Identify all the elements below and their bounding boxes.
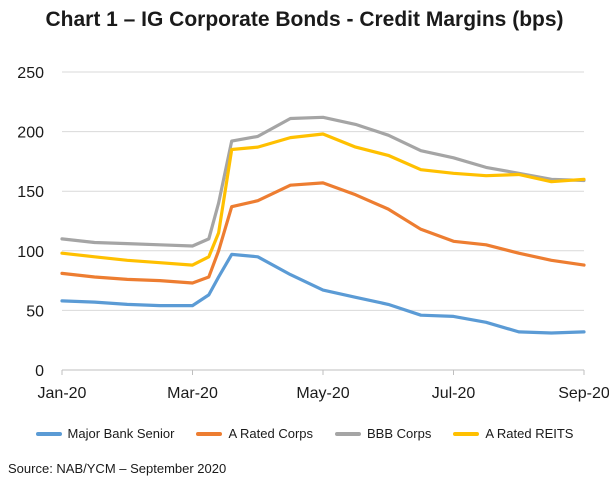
- source-note: Source: NAB/YCM – September 2020: [8, 461, 227, 476]
- x-axis-ticks: Jan-20 Mar-20 May-20 Jul-20 Sep-20: [38, 370, 609, 402]
- legend-swatch: [196, 431, 223, 436]
- gridlines: [62, 71, 584, 311]
- series-lines: [60, 115, 586, 335]
- legend-item-a-rated-reits: A Rated REITS: [453, 426, 573, 441]
- legend-item-major-bank-senior: Major Bank Senior: [35, 426, 175, 441]
- series-line-bbb-corps: [60, 115, 586, 248]
- y-tick-label: 250: [17, 65, 44, 82]
- legend-item-a-rated-corps: A Rated Corps: [196, 426, 313, 441]
- legend-label: A Rated Corps: [228, 426, 314, 441]
- series-line-a-rated-reits: [60, 132, 586, 267]
- legend: Major Bank Senior A Rated Corps BBB Corps A…: [0, 426, 609, 441]
- legend-swatch: [453, 431, 480, 436]
- y-tick-label: 100: [17, 244, 44, 261]
- series-line-major-bank-senior: [60, 252, 586, 335]
- line-chart: 0 50 100 150 200 250 Jan-20 Mar-20 May-20 Jul-20…: [17, 65, 609, 402]
- legend-label: A Rated REITS: [485, 426, 574, 441]
- legend-swatch: [335, 431, 362, 436]
- legend-item-bbb-corps: BBB Corps: [335, 426, 431, 441]
- x-tick-label: Jul-20: [432, 385, 476, 402]
- x-tick-label: May-20: [296, 385, 349, 402]
- x-tick-label: Sep-20: [558, 385, 609, 402]
- legend-swatch: [35, 431, 62, 436]
- series-line-a-rated-corps: [60, 181, 586, 285]
- legend-label: Major Bank Senior: [67, 426, 175, 441]
- y-tick-label: 0: [35, 363, 44, 380]
- x-tick-label: Mar-20: [167, 385, 218, 402]
- y-tick-label: 50: [26, 303, 44, 320]
- chart-title: Chart 1 – IG Corporate Bonds - Credit Ma…: [45, 8, 564, 31]
- y-tick-label: 150: [17, 184, 44, 201]
- y-axis-ticks: 0 50 100 150 200 250: [17, 65, 44, 380]
- y-tick-label: 200: [17, 125, 44, 142]
- legend-label: BBB Corps: [367, 426, 432, 441]
- x-tick-label: Jan-20: [38, 385, 87, 402]
